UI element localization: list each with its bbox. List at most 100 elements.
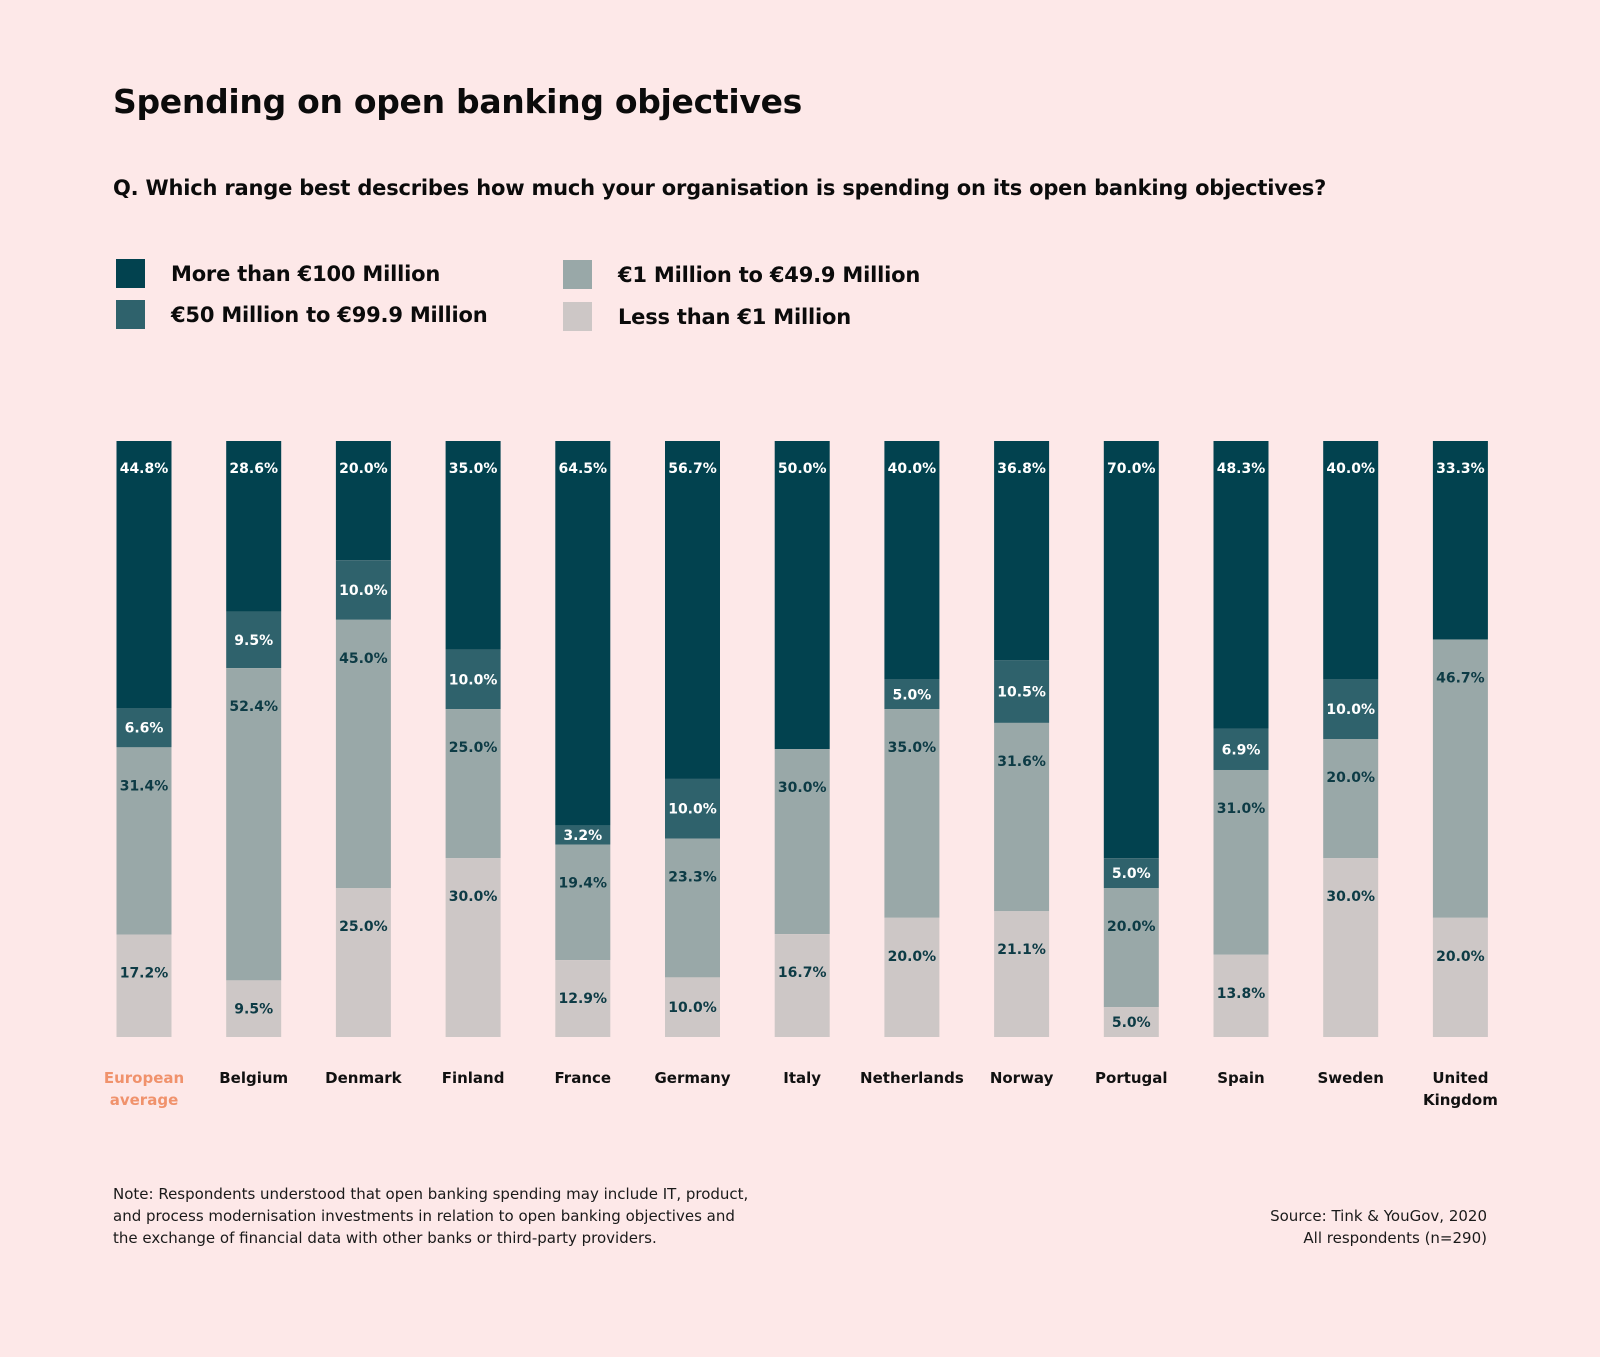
- data-label: 3.2%: [563, 828, 602, 844]
- bar-group: 48.3% 6.9% 31.0% 13.8%: [1213, 441, 1269, 1037]
- legend-item-more-than-100m: More than €100 Million: [116, 259, 440, 288]
- data-label: 52.4%: [229, 699, 278, 715]
- category-label: Finland: [442, 1069, 505, 1087]
- bar-segment: [555, 960, 611, 1037]
- bar-segment: [665, 778, 720, 839]
- bar-segment: [116, 747, 172, 935]
- data-label: 5.0%: [1112, 866, 1151, 882]
- bar-segment: [665, 441, 720, 779]
- bar-segment: [226, 668, 282, 981]
- data-label: 20.0%: [1326, 770, 1375, 786]
- bar-group: 28.6% 9.5% 52.4% 9.5%: [226, 441, 282, 1037]
- data-label: 10.0%: [449, 672, 498, 688]
- category-label: Denmark: [325, 1069, 402, 1087]
- survey-question: Q. Which range best describes how much y…: [113, 176, 1327, 200]
- data-label: 40.0%: [888, 461, 937, 477]
- legend-label: €50 Million to €99.9 Million: [171, 302, 488, 327]
- bar-segment: [226, 611, 282, 669]
- legend-swatch: [116, 300, 145, 329]
- bar-segment: [445, 858, 501, 1037]
- data-label: 21.1%: [997, 942, 1046, 958]
- bar-group: 50.0% 30.0% 16.7%: [774, 441, 830, 1037]
- data-label: 10.0%: [1326, 702, 1375, 718]
- bar-segment: [116, 934, 172, 1037]
- legend-item-1m-to-49-9m: €1 Million to €49.9 Million: [563, 260, 920, 289]
- data-label: 20.0%: [1107, 919, 1156, 935]
- bar-group: 44.8% 6.6% 31.4% 17.2%: [116, 441, 172, 1037]
- data-label: 36.8%: [997, 461, 1046, 477]
- legend-item-50m-to-99-9m: €50 Million to €99.9 Million: [116, 300, 488, 329]
- data-label: 20.0%: [339, 461, 388, 477]
- data-label: 6.6%: [125, 721, 164, 737]
- bar-segment: [335, 560, 391, 620]
- data-label: 50.0%: [778, 461, 827, 477]
- bar-segment: [226, 441, 282, 612]
- bar-group: 36.8% 10.5% 31.6% 21.1%: [994, 441, 1050, 1037]
- bar-segment: [994, 722, 1050, 912]
- data-label: 25.0%: [339, 919, 388, 935]
- bar-segment: [335, 619, 391, 888]
- data-label: 10.0%: [339, 583, 388, 599]
- data-label: 31.0%: [1217, 801, 1266, 817]
- data-label: 64.5%: [559, 461, 608, 477]
- category-label: average: [110, 1091, 179, 1109]
- data-label: 6.9%: [1222, 742, 1261, 758]
- bar-segment: [774, 441, 830, 750]
- data-label: 10.0%: [668, 1000, 717, 1016]
- bar-segment: [445, 649, 501, 710]
- data-label: 23.3%: [668, 870, 717, 886]
- bar-segment: [1432, 441, 1488, 640]
- category-label: Norway: [990, 1069, 1054, 1087]
- data-label: 9.5%: [234, 1002, 273, 1018]
- footnote: Note: Respondents understood that open b…: [113, 1185, 749, 1247]
- bar-segment: [1323, 739, 1379, 859]
- bar-segment: [1103, 1007, 1159, 1037]
- bar-group: 40.0% 10.0% 20.0% 30.0%: [1323, 441, 1379, 1037]
- data-label: 16.7%: [778, 965, 827, 981]
- bar-segment: [774, 749, 830, 935]
- legend-label: More than €100 Million: [171, 261, 441, 286]
- category-label: France: [555, 1069, 612, 1087]
- bar-segment: [884, 679, 940, 710]
- legend-label: €1 Million to €49.9 Million: [618, 262, 921, 287]
- category-label: Spain: [1217, 1069, 1264, 1087]
- data-label: 45.0%: [339, 651, 388, 667]
- source-line: Source: Tink & YouGov, 2020: [1270, 1207, 1487, 1225]
- bar-segment: [884, 917, 940, 1037]
- source-block: Source: Tink & YouGov, 2020 All responde…: [1270, 1205, 1487, 1249]
- bar-segment: [994, 911, 1050, 1037]
- legend-swatch: [116, 259, 145, 288]
- data-label: 10.0%: [668, 802, 717, 818]
- chart-title: Spending on open banking objectives: [113, 82, 803, 121]
- category-label: Italy: [783, 1069, 821, 1087]
- bar-segment: [226, 980, 282, 1037]
- bar-segment: [665, 977, 720, 1037]
- data-label: 33.3%: [1436, 461, 1485, 477]
- bar-segment: [1103, 888, 1159, 1008]
- bar-segment: [1323, 441, 1379, 680]
- category-label: European: [104, 1069, 184, 1087]
- data-label: 19.4%: [559, 875, 608, 891]
- category-label: Germany: [654, 1069, 730, 1087]
- bar-group: 56.7% 10.0% 23.3% 10.0%: [665, 441, 720, 1037]
- legend-item-less-than-1m: Less than €1 Million: [563, 302, 851, 331]
- data-label: 56.7%: [668, 461, 717, 477]
- bar-group: 20.0% 10.0% 45.0% 25.0%: [335, 441, 391, 1037]
- category-label: Portugal: [1095, 1069, 1168, 1087]
- data-label: 46.7%: [1436, 670, 1485, 686]
- data-label: 28.6%: [229, 461, 278, 477]
- data-label: 70.0%: [1107, 461, 1156, 477]
- bar-segment: [1432, 917, 1488, 1037]
- data-label: 30.0%: [1326, 889, 1375, 905]
- respondents-line: All respondents (n=290): [1303, 1229, 1487, 1247]
- data-label: 31.4%: [120, 778, 169, 794]
- data-label: 5.0%: [892, 687, 931, 703]
- bar-segment: [1323, 858, 1379, 1037]
- category-label: Kingdom: [1423, 1091, 1498, 1109]
- data-label: 20.0%: [1436, 949, 1485, 965]
- bar-segment: [884, 441, 940, 680]
- bar-segment: [1213, 769, 1269, 955]
- bar-segment: [555, 825, 611, 845]
- data-label: 20.0%: [888, 949, 937, 965]
